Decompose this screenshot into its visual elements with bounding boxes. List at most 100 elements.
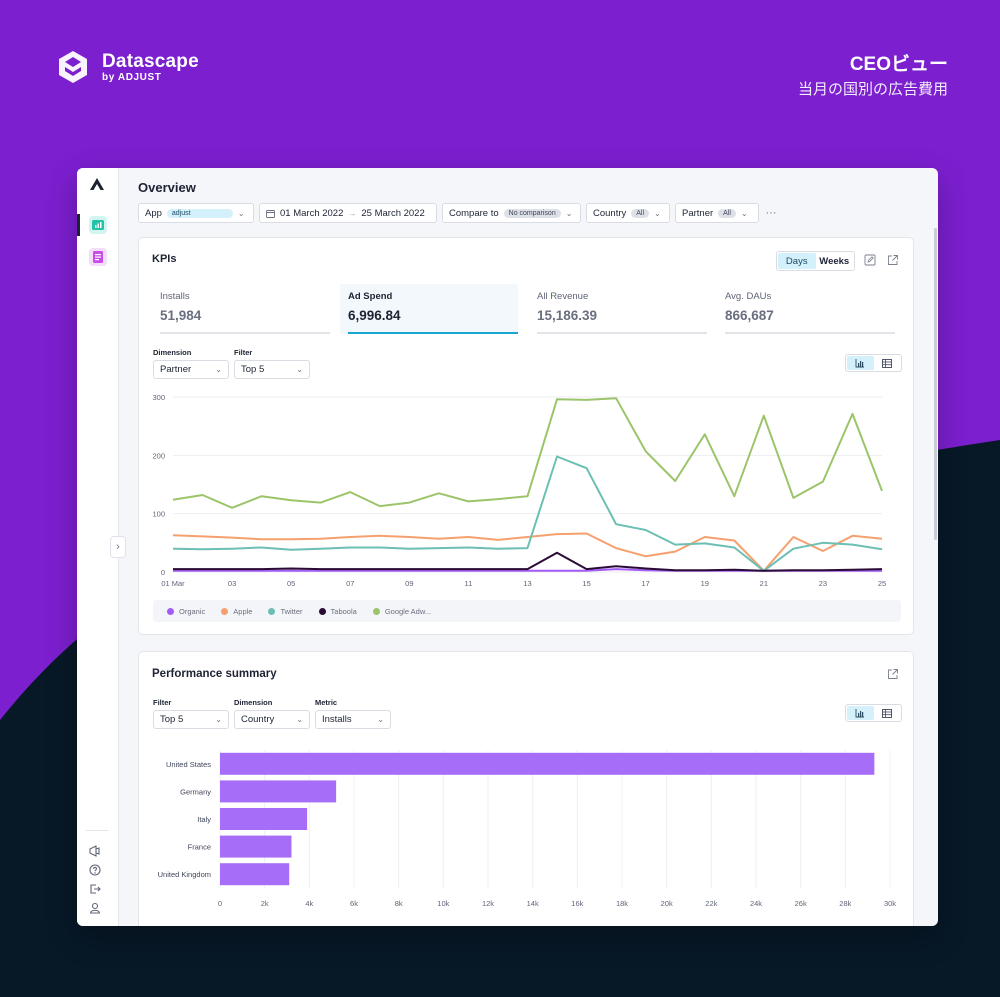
x-tick-label: 15 xyxy=(582,579,590,588)
x-tick-label: 16k xyxy=(571,899,583,908)
x-tick-label: 4k xyxy=(305,899,313,908)
period-toggle: Days Weeks xyxy=(776,251,855,271)
chevron-down-icon: ⌄ xyxy=(215,365,222,374)
scrollbar[interactable] xyxy=(934,228,937,540)
headline: CEOビュー 当月の国別の広告費用 xyxy=(798,54,948,102)
export-icon[interactable] xyxy=(887,254,899,266)
y-tick-label: 200 xyxy=(152,451,165,460)
kpi-ad-spend[interactable]: Ad Spend 6,996.84 xyxy=(340,284,518,334)
chart-view-button[interactable] xyxy=(847,706,874,720)
legend-label: Organic xyxy=(179,606,206,616)
perf-filter-select[interactable]: Top 5 ⌄ xyxy=(153,710,229,729)
bar-chart-icon xyxy=(855,708,865,717)
megaphone-icon[interactable] xyxy=(88,844,102,858)
user-icon[interactable] xyxy=(88,901,102,915)
chevron-down-icon: ⌄ xyxy=(654,208,661,218)
collapse-sidebar-button[interactable]: › xyxy=(110,536,126,558)
x-tick-label: 20k xyxy=(661,899,673,908)
category-label: Italy xyxy=(197,815,211,824)
metric-label: Metric xyxy=(315,698,338,707)
kpi-underline xyxy=(537,332,707,334)
series-line-apple xyxy=(172,532,883,572)
table-view-button[interactable] xyxy=(874,356,901,370)
active-indicator xyxy=(77,214,80,236)
legend-dot xyxy=(221,607,229,615)
kpi-underline xyxy=(725,332,895,334)
category-label: United Kingdom xyxy=(158,870,211,879)
x-tick-label: 19 xyxy=(701,579,709,588)
legend-label: Twitter xyxy=(280,606,303,616)
kpi-label: Installs xyxy=(160,291,190,302)
legend-dot xyxy=(167,607,174,615)
bar xyxy=(220,835,292,858)
more-options-button[interactable]: ··· xyxy=(765,207,777,219)
app-filter[interactable]: App adjust ⌄ xyxy=(138,203,254,223)
x-tick-label: 30k xyxy=(884,899,896,908)
chevron-down-icon: ⌄ xyxy=(377,715,384,724)
kpi-value: 866,687 xyxy=(725,308,774,323)
filter-label: Filter xyxy=(234,348,253,357)
partner-value: All xyxy=(718,208,736,218)
filter-select[interactable]: Top 5 ⌄ xyxy=(234,360,310,379)
country-value: All xyxy=(631,208,650,218)
x-tick-label: 05 xyxy=(287,579,295,588)
x-tick-label: 28k xyxy=(839,899,851,908)
kpi-underline xyxy=(160,332,330,334)
perf-filter-label: Filter xyxy=(153,698,172,707)
date-range-filter[interactable]: 01 March 2022 → 25 March 2022 xyxy=(259,203,437,223)
partner-filter[interactable]: Partner All ⌄ xyxy=(675,203,759,223)
chart-legend: Organic Apple Twitter Taboola Google Adw… xyxy=(153,600,901,622)
filter-value: Top 5 xyxy=(241,364,265,375)
performance-card-title: Performance summary xyxy=(152,668,277,680)
x-tick-label: 09 xyxy=(405,579,413,588)
chevron-down-icon: ⌄ xyxy=(740,208,748,218)
metric-select[interactable]: Installs ⌄ xyxy=(315,710,391,729)
x-tick-label: 2k xyxy=(261,899,269,908)
brand-name: Datascape xyxy=(102,50,199,72)
app-filter-value: adjust xyxy=(166,208,233,218)
country-filter[interactable]: Country All ⌄ xyxy=(586,203,670,223)
dashboard-nav-icon[interactable] xyxy=(89,216,107,234)
edit-icon[interactable] xyxy=(864,254,876,266)
export-icon[interactable] xyxy=(887,668,899,680)
dimension-label: Dimension xyxy=(153,348,192,357)
brand-sub: by ADJUST xyxy=(102,71,162,83)
x-tick-label: 17 xyxy=(641,579,649,588)
x-tick-label: 6k xyxy=(350,899,358,908)
legend-item[interactable]: Apple xyxy=(221,607,252,616)
logout-icon[interactable] xyxy=(88,882,102,896)
compare-filter[interactable]: Compare to No comparison ⌄ xyxy=(442,203,581,223)
legend-label: Apple xyxy=(233,606,253,616)
report-nav-icon[interactable] xyxy=(89,248,107,266)
bar-chart: 0 2k 4k 6k 8k 10k 12k 14k 16k 18k 20k 22k 24k 26k 28k 3… xyxy=(158,750,896,908)
days-toggle[interactable]: Days xyxy=(778,253,816,269)
chart-view-button[interactable] xyxy=(847,356,874,370)
kpi-avg-daus[interactable]: Avg. DAUs 866,687 xyxy=(717,284,895,334)
country-label: Country xyxy=(593,207,627,219)
legend-label: Google Adw... xyxy=(384,606,432,616)
x-tick-label: 25 xyxy=(878,579,886,588)
dimension-select[interactable]: Partner ⌄ xyxy=(153,360,229,379)
y-tick-label: 100 xyxy=(152,510,165,519)
help-icon[interactable] xyxy=(88,863,102,877)
kpi-label: All Revenue xyxy=(537,291,589,302)
y-tick-label: 0 xyxy=(161,568,165,577)
x-tick-label: 03 xyxy=(228,579,236,588)
category-label: United States xyxy=(166,760,211,769)
kpi-label: Avg. DAUs xyxy=(725,291,772,302)
kpi-card-title: KPIs xyxy=(152,253,177,265)
kpi-installs[interactable]: Installs 51,984 xyxy=(152,284,330,334)
table-view-button[interactable] xyxy=(874,706,901,720)
legend-item[interactable]: Organic xyxy=(167,607,205,616)
perf-dimension-select[interactable]: Country ⌄ xyxy=(234,710,310,729)
chevron-down-icon: ⌄ xyxy=(296,715,303,724)
legend-item[interactable]: Google Adw... xyxy=(372,606,432,616)
adjust-logo-icon[interactable] xyxy=(89,177,105,191)
app-window: › Overview App adjust ⌄ 01 March 2022 → … xyxy=(77,168,938,926)
legend-item[interactable]: Twitter xyxy=(268,606,303,616)
weeks-toggle[interactable]: Weeks xyxy=(819,255,850,267)
legend-item[interactable]: Taboola xyxy=(318,607,357,616)
kpi-all-revenue[interactable]: All Revenue 15,186.39 xyxy=(529,284,707,334)
x-tick-label: 24k xyxy=(750,899,762,908)
kpi-label: Ad Spend xyxy=(348,291,393,302)
